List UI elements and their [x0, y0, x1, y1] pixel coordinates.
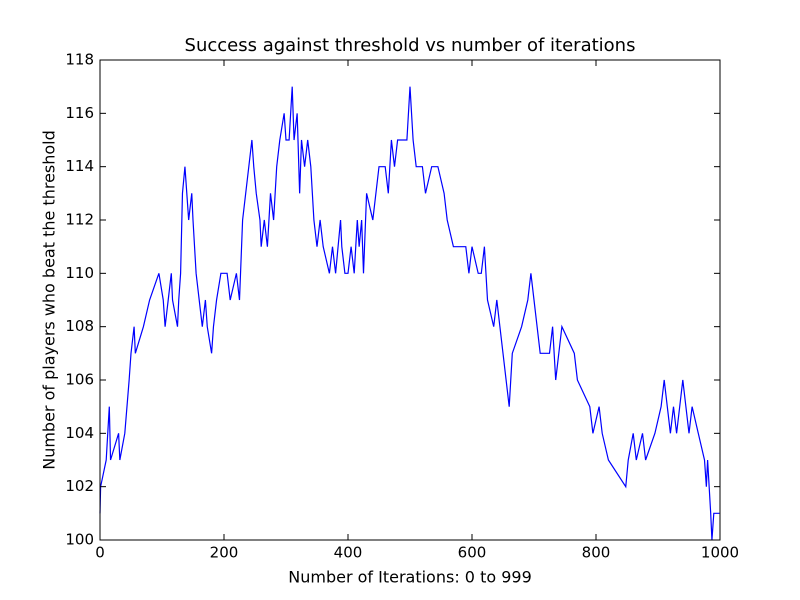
y-tick-label: 104 — [65, 424, 94, 442]
y-tick-label: 100 — [65, 531, 94, 549]
y-tick-label: 114 — [65, 157, 94, 175]
plot-frame — [99, 59, 721, 541]
y-axis-label: Number of players who beat the threshold — [40, 130, 59, 470]
y-tick-label: 118 — [65, 51, 94, 69]
y-tick-label: 116 — [65, 104, 94, 122]
x-axis-label: Number of Iterations: 0 to 999 — [288, 568, 532, 587]
x-tick-label: 0 — [95, 544, 105, 562]
y-tick-label: 102 — [65, 477, 94, 495]
y-tick-label: 108 — [65, 317, 94, 335]
data-line — [99, 86, 720, 541]
y-tick-label: 110 — [65, 264, 94, 282]
y-tick-label: 106 — [65, 371, 94, 389]
x-tick-label: 200 — [210, 544, 239, 562]
x-tick-label: 600 — [458, 544, 487, 562]
x-tick-label: 800 — [582, 544, 611, 562]
chart-title: Success against threshold vs number of i… — [185, 35, 636, 56]
y-tick-label: 112 — [65, 211, 94, 229]
x-tick-label: 1000 — [701, 544, 739, 562]
x-tick-label: 400 — [334, 544, 363, 562]
